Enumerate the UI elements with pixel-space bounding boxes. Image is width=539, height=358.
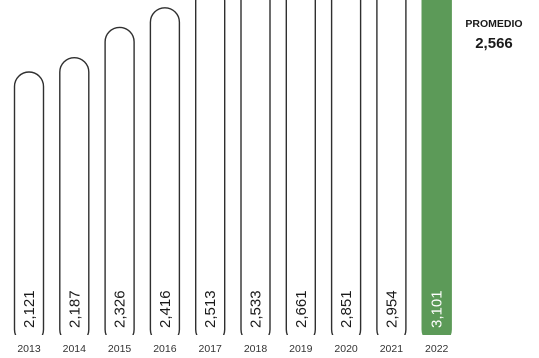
- value-label-2014: 2,187: [66, 290, 83, 328]
- year-label-2014: 2014: [63, 343, 87, 355]
- value-label-2021: 2,954: [383, 290, 400, 328]
- year-label-2020: 2020: [334, 343, 358, 355]
- value-label-2018: 2,533: [248, 290, 265, 328]
- bars-group: [0, 0, 539, 347]
- year-label-2018: 2018: [244, 343, 268, 355]
- year-label-2015: 2015: [108, 343, 132, 355]
- baseline-mask: [0, 335, 539, 347]
- year-label-2013: 2013: [17, 343, 41, 355]
- value-label-2015: 2,326: [112, 290, 129, 328]
- value-label-2020: 2,851: [338, 290, 355, 328]
- value-label-2019: 2,661: [293, 290, 310, 328]
- year-label-2021: 2021: [380, 343, 404, 355]
- year-label-2016: 2016: [153, 343, 177, 355]
- value-label-2022: 3,101: [429, 290, 446, 328]
- value-label-2016: 2,416: [157, 290, 174, 328]
- average-value: 2,566: [475, 35, 513, 52]
- value-labels-group: 2,121 2,187 2,326 2,416 2,513 2,533 2,661 2,851…: [21, 290, 446, 328]
- average-label: PROMEDIO: [465, 18, 522, 30]
- value-label-2013: 2,121: [21, 290, 38, 328]
- year-label-2017: 2017: [199, 343, 223, 355]
- year-label-2022: 2022: [425, 343, 449, 355]
- year-label-2019: 2019: [289, 343, 313, 355]
- value-label-2017: 2,513: [202, 290, 219, 328]
- year-labels-group: 2013 2014 2015 2016 2017 2018 2019 2020 2021 2022: [17, 343, 448, 355]
